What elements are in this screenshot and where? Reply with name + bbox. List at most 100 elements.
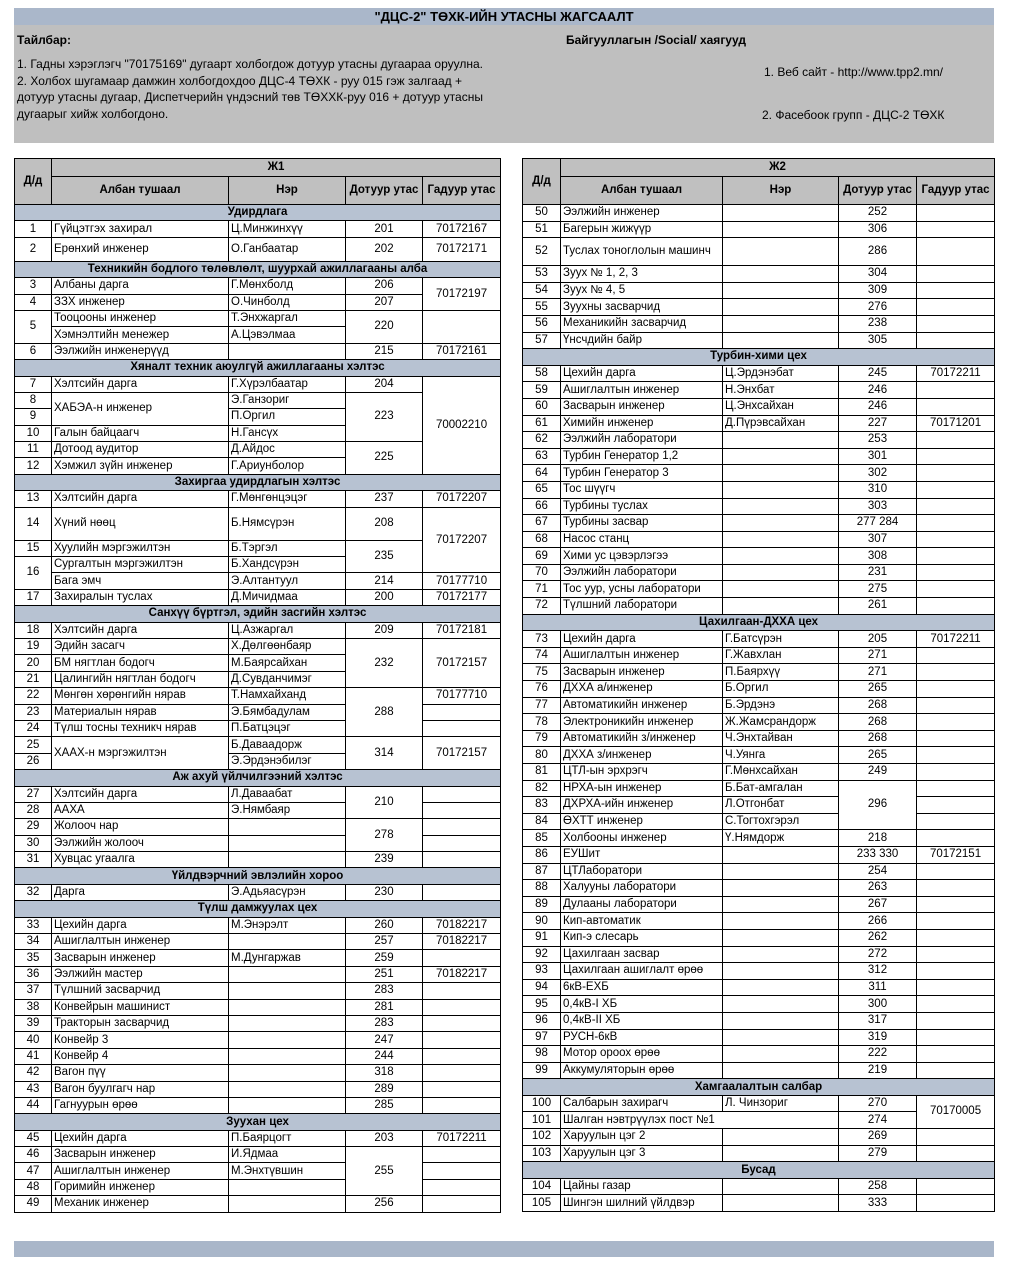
cell-phone bbox=[421, 801, 502, 820]
cell-ext: 283 bbox=[345, 1014, 423, 1033]
cell-no: 103 bbox=[522, 1144, 561, 1163]
cell-title: Жолооч нар bbox=[51, 818, 229, 836]
cell-title: Багерын жижүүр bbox=[560, 220, 723, 239]
note-item: 1. Гадны хэрэглэгч "70175169" дугаарт хо… bbox=[17, 57, 484, 71]
table-row: 78 Электроникийн инженер Ж.Жамсрандорж 268 bbox=[522, 713, 996, 731]
cell-title: Ашиглалтын инженер bbox=[51, 1162, 229, 1180]
cell-phone: 70172167 bbox=[421, 220, 502, 238]
cell-ext: 262 bbox=[838, 928, 917, 947]
table-row: 105 Шингэн шилний үйлдвэр 333 bbox=[522, 1194, 996, 1213]
table-row: 74 Ашиглалтын инженер Г.Жавхлан 271 bbox=[522, 646, 996, 665]
cell-phone bbox=[915, 497, 996, 516]
cell-name bbox=[228, 982, 346, 1000]
table-row: 50 Ээлжийн инженер 252 bbox=[522, 204, 996, 222]
cell-ext: 278 bbox=[345, 818, 423, 853]
cell-title: Цайны газар bbox=[560, 1177, 723, 1196]
cell-ext: 215 bbox=[345, 342, 423, 361]
table-row: 61 Химийн инженер Д.Пүрэвсайхан 227 70171201 bbox=[522, 414, 996, 433]
cell-name: О.Ганбаатар bbox=[228, 236, 346, 262]
section-header: Захиргаа удирдлагын хэлтэс bbox=[13, 473, 502, 492]
cell-name: Д.Айдос bbox=[228, 441, 346, 459]
table-row: 100 Салбарын захирагч Л. Чинзориг 270 701700… bbox=[522, 1094, 996, 1130]
cell-ext: 268 bbox=[838, 729, 917, 748]
table-row: 79 Автоматикийн з/инженер Ч.Энхтайван 268 bbox=[522, 729, 996, 748]
cell-no: 2 bbox=[14, 236, 52, 262]
cell-no: 33 bbox=[14, 916, 52, 935]
cell-no: 20 bbox=[14, 654, 52, 672]
cell-phone bbox=[915, 912, 996, 930]
table-row: 73 Цехийн дарга Г.Батсүрэн 205 70172211 bbox=[522, 630, 996, 648]
cell-name bbox=[722, 912, 839, 930]
cell-title: Электроникийн инженер bbox=[560, 713, 723, 731]
cell-phone bbox=[421, 785, 502, 803]
cell-name bbox=[722, 314, 839, 333]
cell-phone: 70172177 bbox=[421, 588, 502, 607]
cell-phone bbox=[915, 928, 996, 947]
table-row: 97 РУСН-6кВ 319 bbox=[522, 1028, 996, 1047]
table-row: 63 Турбин Генератор 1,2 301 bbox=[522, 447, 996, 466]
cell-phone bbox=[915, 1194, 996, 1213]
cell-title: Тракторын засварчид bbox=[51, 1014, 229, 1033]
table-row: 76 ДХХА а/инженер Б.Оргил 265 bbox=[522, 680, 996, 698]
cell-name: Д.Сувданчимэг bbox=[228, 670, 346, 689]
website-link[interactable]: 1. Веб сайт - http://www.tpp2.mn/ bbox=[764, 65, 944, 79]
cell-name: П.Оргил bbox=[228, 408, 346, 426]
cell-phone bbox=[421, 818, 502, 836]
cell-title: Хувцас угаалга bbox=[51, 851, 229, 869]
table-row: 23 Материалын нярав Э.Бямбадулам bbox=[14, 703, 502, 721]
cell-name: Д.Пүрэвсайхан bbox=[722, 414, 839, 433]
cell-name: Н.Гансүх bbox=[228, 424, 346, 443]
table-row: 44 Гагнуурын өрөө 285 bbox=[14, 1096, 502, 1115]
table-row: 3 Албаны дарга Г.Мөнхболд 206 70172197 bbox=[14, 277, 502, 311]
cell-no: 18 bbox=[14, 621, 52, 639]
cell-name bbox=[228, 1195, 346, 1213]
cell-name: Ч.Энхтайван bbox=[722, 729, 839, 748]
section-row: Хамгаалалтын салбар bbox=[521, 1078, 996, 1096]
cell-name bbox=[228, 1064, 346, 1082]
cell-name: Э.Ганзориг bbox=[228, 391, 346, 410]
cell-ext: 301 bbox=[838, 447, 917, 466]
table-row: 33 Цехийн дарга М.Энэрэлт 260 70182217 bbox=[14, 916, 502, 935]
cell-no: 52 bbox=[522, 237, 561, 267]
facebook-link[interactable]: 2. Фасебоок групп - ДЦС-2 ТӨХК bbox=[762, 108, 945, 122]
table-row: 65 Тос шүүгч 310 bbox=[522, 480, 996, 499]
cell-title: 0,4кВ-I ХБ bbox=[560, 995, 723, 1013]
cell-name bbox=[228, 965, 346, 984]
cell-phone: 70170005 bbox=[915, 1094, 996, 1130]
cell-phone bbox=[915, 1128, 996, 1146]
table-row: 86 ЕУШит 233 330 70172151 bbox=[522, 845, 996, 864]
cell-name: Б.Нямсүрэн bbox=[228, 506, 346, 541]
cell-no: 82 bbox=[522, 779, 561, 798]
cell-ext: 239 bbox=[345, 851, 423, 869]
cell-phone bbox=[421, 1014, 502, 1033]
cell-no: 39 bbox=[14, 1014, 52, 1033]
cell-no: 29 bbox=[14, 818, 52, 836]
cell-ext: 296 bbox=[838, 779, 917, 831]
cell-title: Түлшний лаборатори bbox=[560, 597, 723, 615]
table-row: 35 Засварын инженер М.Дунгаржав 259 bbox=[14, 949, 502, 967]
cell-no: 58 bbox=[522, 364, 561, 383]
cell-title: ДХХА з/инженер bbox=[560, 746, 723, 764]
cell-no: 85 bbox=[522, 829, 561, 847]
cell-name bbox=[722, 1061, 839, 1080]
cell-no: 5 bbox=[14, 309, 52, 344]
cell-title: Шингэн шилний үйлдвэр bbox=[560, 1194, 723, 1213]
cell-phone bbox=[915, 995, 996, 1013]
cell-ext: 259 bbox=[345, 949, 423, 967]
cell-name: Т.Энхжаргал bbox=[228, 309, 346, 328]
cell-name bbox=[722, 204, 839, 222]
cell-title: Химийн инженер bbox=[560, 414, 723, 433]
table-row: 32 Дарга Э.Адьяасүрэн 230 bbox=[14, 883, 502, 902]
cell-ext: 251 bbox=[345, 965, 423, 984]
cell-title: Зуухны засварчид bbox=[560, 298, 723, 316]
cell-name: Г.Ариунболор bbox=[228, 457, 346, 475]
cell-name: П.Баярхүү bbox=[722, 663, 839, 682]
cell-phone: 70182217 bbox=[421, 933, 502, 951]
cell-title: Турбин Генератор 1,2 bbox=[560, 447, 723, 466]
cell-title: Ээлжийн инженер bbox=[560, 204, 723, 222]
social-label: Байгууллагын /Social/ хаягууд bbox=[566, 33, 746, 47]
cell-title: Дулааны лаборатори bbox=[560, 895, 723, 914]
cell-phone bbox=[421, 998, 502, 1016]
cell-phone bbox=[915, 680, 996, 698]
cell-name: Г.Мөнгөнцэцэг bbox=[228, 490, 346, 508]
